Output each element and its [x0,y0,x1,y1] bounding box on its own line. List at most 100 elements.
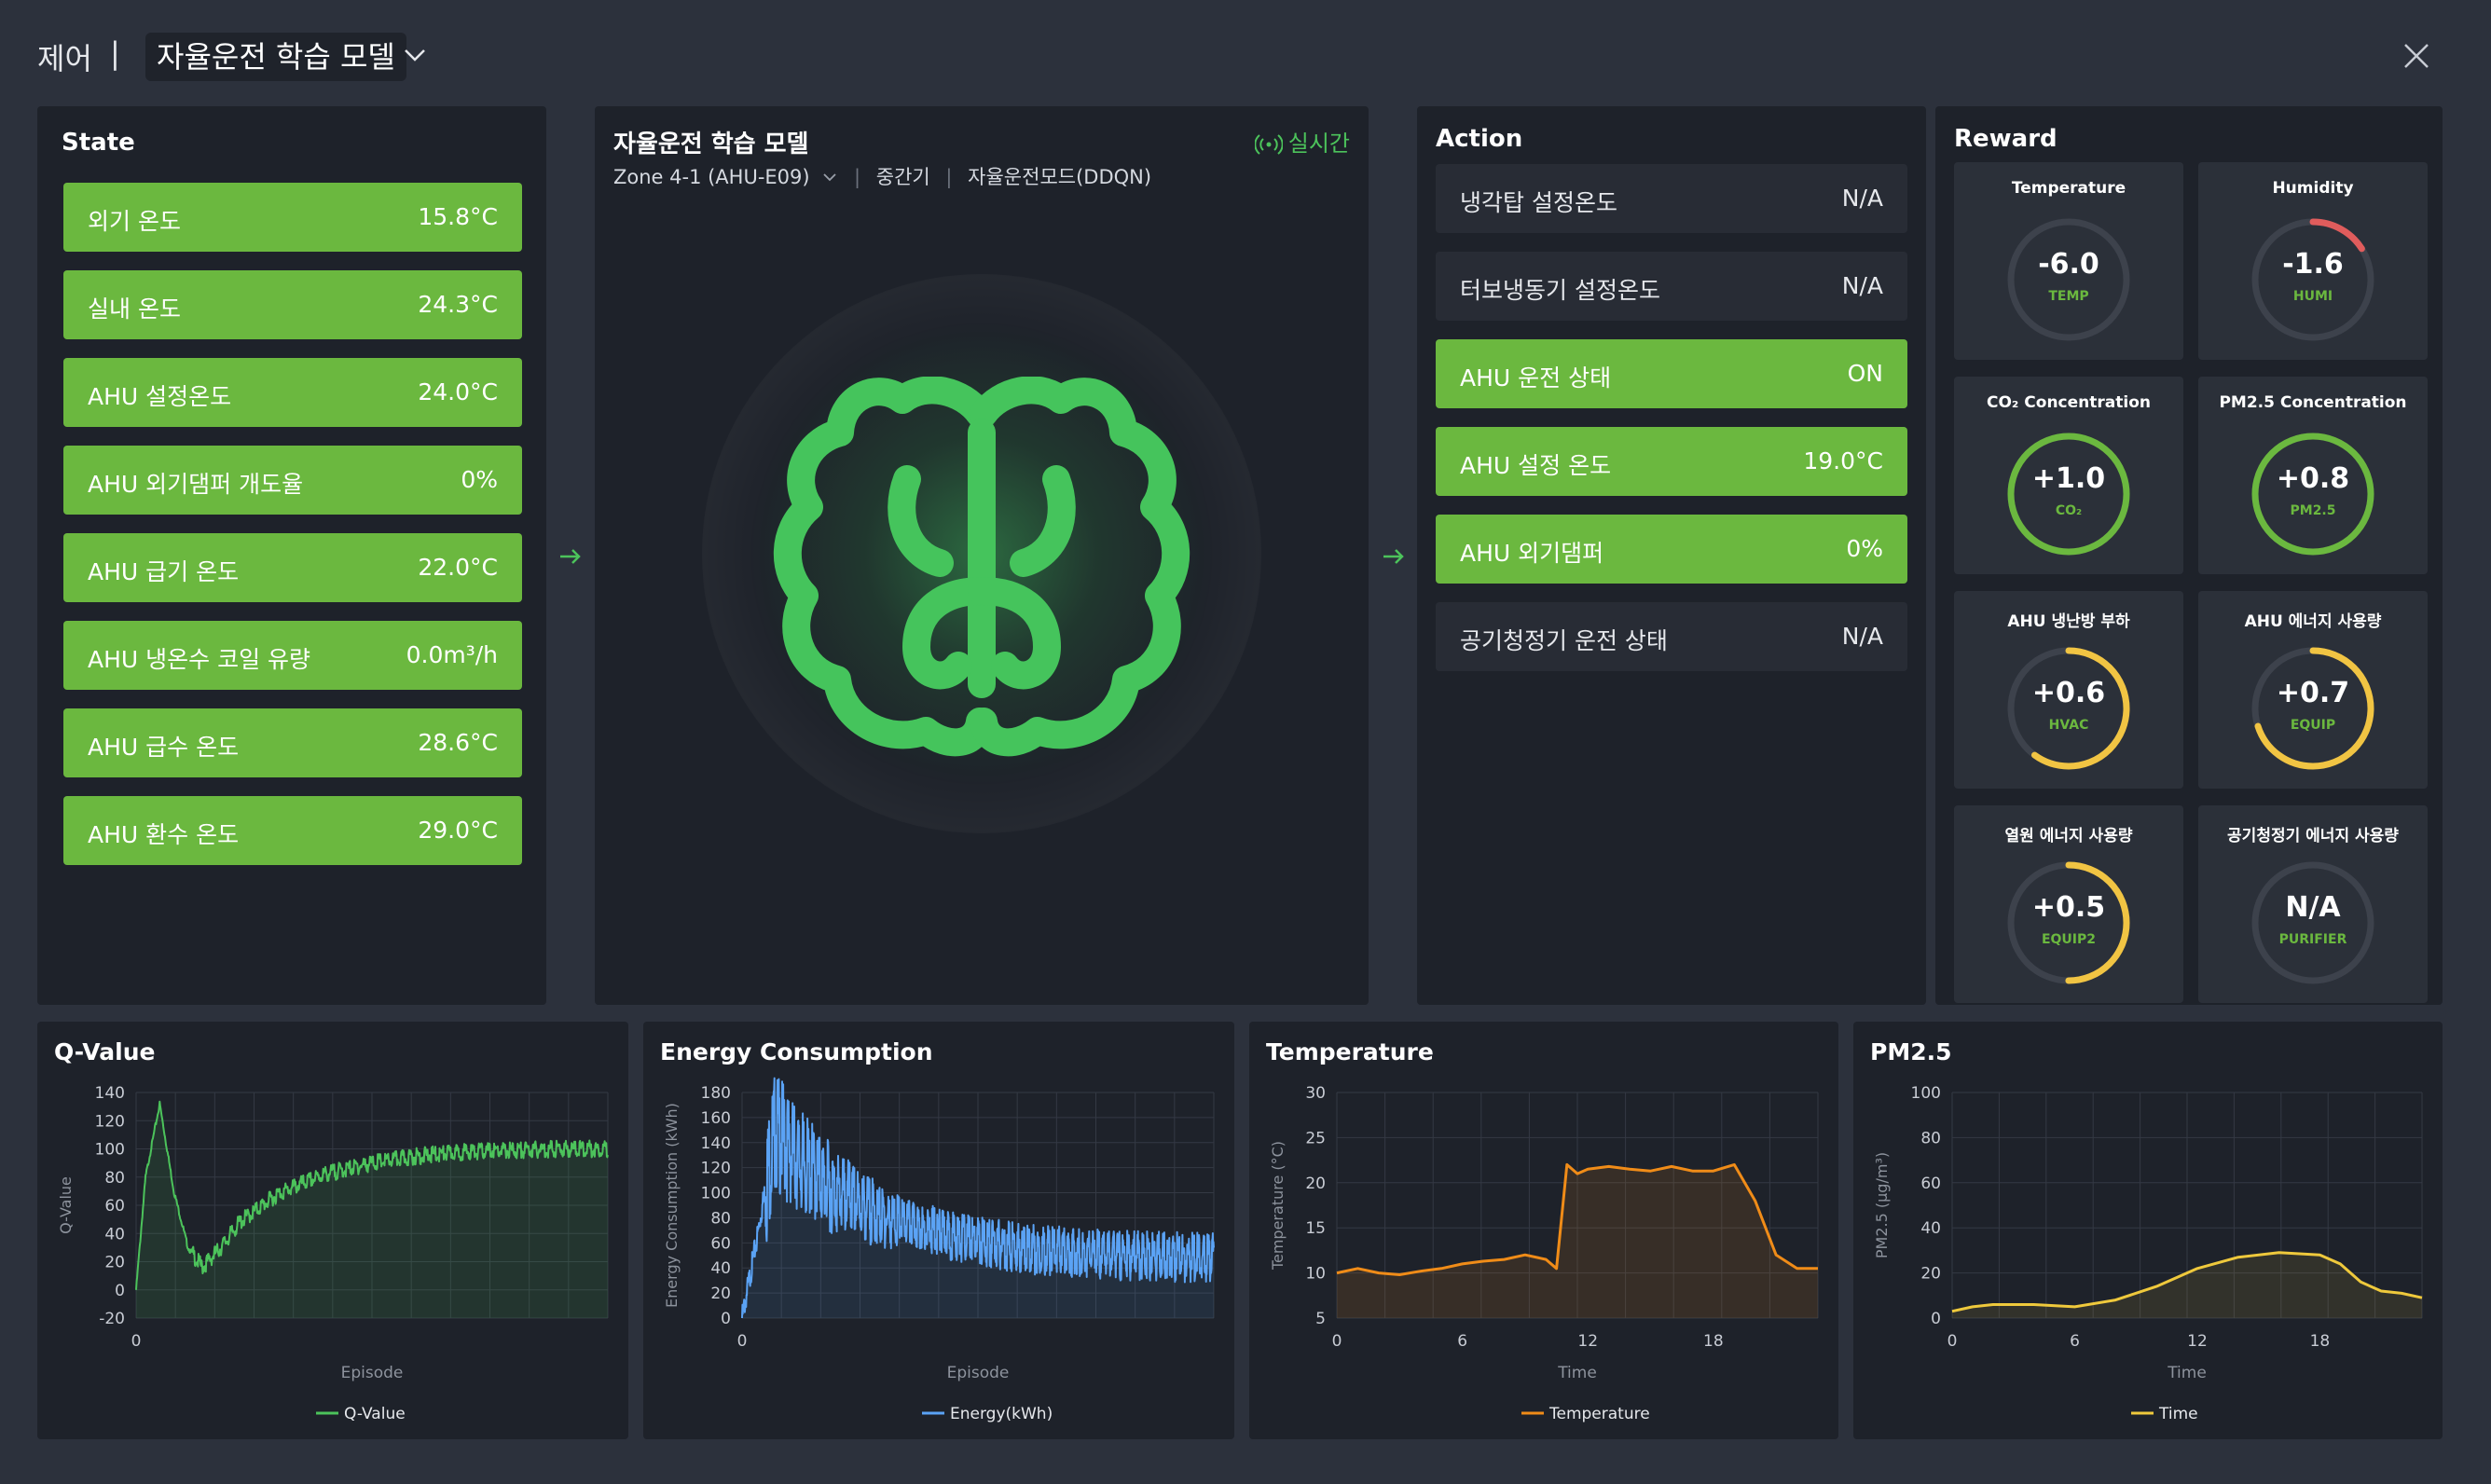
chart-title: Energy Consumption [660,1038,933,1065]
state-item-label: 실내 온도 [88,295,181,323]
y-tick-label: 5 [1315,1310,1326,1328]
y-tick-label: 15 [1305,1219,1326,1238]
action-item: 터보냉동기 설정온도 N/A [1436,252,1907,321]
header-separator: | [110,35,120,71]
close-icon[interactable] [2398,37,2435,75]
zone-selector[interactable]: Zone 4-1 (AHU-E09) [613,166,810,188]
y-tick-label: 10 [1305,1265,1326,1284]
y-tick-label: 80 [710,1209,731,1228]
meta-separator: | [945,166,953,188]
y-tick-label: 25 [1305,1129,1326,1147]
reward-card: Humidity -1.6 HUMI [2198,162,2428,360]
reward-card-title: 열원 에너지 사용량 [2004,827,2133,845]
x-tick-label: 0 [1947,1332,1958,1351]
mode-label: 자율운전모드(DDQN) [968,166,1152,188]
energy-chart: 180 160 140 120 100 80 60 40 20 00 Episode Energy C… [663,1077,1215,1423]
y-tick-label: 60 [104,1197,125,1216]
y-tick-label: 80 [1920,1129,1941,1147]
live-indicator[interactable]: 실시간 [1254,125,1350,158]
state-item-value: 24.3°C [418,291,498,318]
reward-card-title: PM2.5 Concentration [2219,393,2407,412]
qvalue-chart: 140 120 100 80 60 40 20 0 -20 0 Episode Q-Value Q-Va… [57,1084,609,1423]
y-tick-label: 120 [95,1112,125,1131]
arrow-right-icon [1383,549,1404,564]
arrow-right-icon [560,549,581,564]
y-tick-label: 100 [701,1185,731,1203]
state-item-value: 22.0°C [418,554,498,581]
gauge-fill [2007,647,2130,770]
y-tick-label: 20 [710,1285,731,1303]
model-meta: Zone 4-1 (AHU-E09) | 중간기 | 자율운전모드(DDQN) [613,162,1151,190]
y-tick-label: 40 [1920,1219,1941,1238]
reward-card-title: CO₂ Concentration [1987,393,2151,412]
action-title: Action [1436,125,1523,153]
reward-value: +0.8 [2276,462,2350,495]
state-item-value: 29.0°C [418,817,498,844]
reward-gauge [2007,218,2130,341]
reward-gauge [2007,647,2130,770]
x-tick-label: 18 [2310,1332,2331,1351]
action-item-label: 냉각탑 설정온도 [1460,189,1617,216]
state-item-label: AHU 설정온도 [88,383,232,410]
model-title: 자율운전 학습 모델 [613,131,809,158]
x-axis-label: Episode [947,1364,1010,1382]
action-item-value: ON [1847,360,1883,387]
reward-panel: Reward Temperature -6.0 TEMP Humidity -1.6 HU… [1935,106,2443,1005]
state-item: 외기 온도 15.8°C [63,183,522,252]
state-item-value: 0.0m³/h [406,641,498,668]
state-item: AHU 냉온수 코일 유량 0.0m³/h [63,621,522,690]
reward-tag: TEMP [2048,289,2089,304]
state-item: AHU 환수 온도 29.0°C [63,796,522,865]
reward-gauge [2251,647,2374,770]
temperature-chart-panel: Temperature 30 25 20 15 10 5 0 6 12 18 Time Tempera… [1249,1022,1838,1439]
state-item-label: AHU 급기 온도 [88,558,240,585]
x-axis-label: Episode [341,1364,404,1382]
y-tick-label: 160 [701,1109,731,1128]
reward-card: PM2.5 Concentration +0.8 PM2.5 [2198,377,2428,574]
reward-card-title: Humidity [2272,179,2354,198]
y-tick-label: 100 [95,1141,125,1160]
reward-tag: PM2.5 [2290,503,2336,518]
state-item-value: 15.8°C [418,203,498,230]
model-panel: 자율운전 학습 모델 실시간 Zone 4-1 (AHU-E09) | 중간기 … [595,106,1369,1005]
reward-card: AHU 에너지 사용량 +0.7 EQUIP [2198,591,2428,789]
x-tick-label: 18 [1703,1332,1724,1351]
broadcast-icon [1254,134,1284,155]
action-item-label: 터보냉동기 설정온도 [1460,277,1660,304]
x-tick-label: 6 [1457,1332,1467,1351]
chevron-down-icon[interactable] [821,171,838,184]
model-selector[interactable]: 자율운전 학습 모델 [145,33,406,81]
reward-card: AHU 냉난방 부하 +0.6 HVAC [1954,591,2183,789]
x-tick-label: 12 [1577,1332,1598,1351]
reward-title: Reward [1954,125,2057,153]
state-item-label: AHU 환수 온도 [88,821,240,848]
header-bar: 제어 | 자율운전 학습 모델 [0,0,2491,101]
chevron-down-icon[interactable] [401,41,429,69]
action-item-label: 공기청정기 운전 상태 [1460,627,1668,654]
brain-icon [773,377,1190,757]
legend-label: Time [2158,1405,2198,1423]
gauge-fill [2251,647,2374,770]
legend-label: Q-Value [344,1405,406,1423]
y-tick-label: 0 [1931,1310,1941,1328]
state-item-label: AHU 냉온수 코일 유량 [88,646,311,673]
y-tick-label: 30 [1305,1084,1326,1103]
reward-value: +0.7 [2276,677,2350,709]
gauge-fill [2007,861,2130,984]
reward-gauge [2251,433,2374,556]
reward-value: +1.0 [2031,462,2106,495]
state-item-value: 28.6°C [418,729,498,756]
reward-gauge [2251,861,2374,984]
state-item-label: AHU 급수 온도 [88,734,240,761]
x-tick-label: 6 [2070,1332,2080,1351]
action-item-label: AHU 운전 상태 [1460,364,1612,392]
reward-card: 열원 에너지 사용량 +0.5 EQUIP2 [1954,805,2183,1003]
state-item-label: 외기 온도 [88,208,181,235]
reward-card-title: AHU 냉난방 부하 [2007,612,2130,631]
energy-chart-panel: Energy Consumption 180 160 140 120 100 80 60 40… [643,1022,1234,1439]
x-tick-label: 0 [737,1332,748,1351]
pm25-chart-panel: PM2.5 100 80 60 40 20 0 0 6 12 18 Time PM2.5 (μg/m³… [1853,1022,2443,1439]
state-item: AHU 설정온도 24.0°C [63,358,522,427]
action-item-value: 19.0°C [1803,447,1883,474]
action-item-label: AHU 외기댐퍼 [1460,540,1604,567]
